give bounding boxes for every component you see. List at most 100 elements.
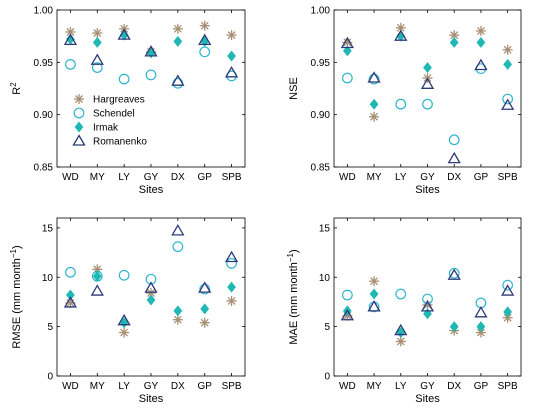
data-point-hargreaves	[226, 30, 237, 41]
data-point-irmak	[200, 303, 210, 315]
x-tick-label: LY	[395, 172, 407, 183]
data-point-schendel	[118, 73, 130, 85]
data-point-hargreaves	[226, 295, 237, 306]
data-point-hargreaves	[199, 317, 210, 328]
data-point-irmak	[342, 45, 352, 57]
x-tick-label: DX	[171, 172, 185, 183]
y-tick-label: 10	[42, 273, 54, 284]
data-point-romanenko	[198, 281, 212, 293]
panel-rmse: 0 5 10 15 WD MY LY GY DX GP SPB Sites RMSE (mm month…	[9, 217, 246, 405]
data-point-schendel	[502, 93, 514, 105]
x-tick-label: GY	[144, 172, 159, 183]
y-tick-label: 15	[42, 223, 54, 234]
data-point-romanenko	[394, 29, 408, 41]
y-tick-label: 5	[324, 322, 330, 333]
legend-label: Irmak	[93, 123, 119, 134]
y-tick-label: 5	[47, 322, 53, 333]
data-point-schendel	[65, 59, 76, 70]
series-irmak	[342, 288, 513, 339]
data-point-irmak	[369, 98, 379, 110]
series-irmak	[342, 30, 513, 110]
series-romanenko	[63, 28, 239, 86]
x-tick-label: GP	[474, 172, 489, 183]
data-point-romanenko	[224, 66, 239, 78]
data-point-irmak	[92, 36, 102, 48]
panel-nse: 0.85 0.90 0.95 1.00 WD MY LY GY DX GP SPB Sites NSE	[288, 6, 522, 196]
x-tick-label: SPB	[222, 381, 242, 392]
data-point-schendel	[199, 46, 211, 58]
data-point-hargreaves	[369, 276, 380, 287]
data-point-irmak	[369, 288, 379, 300]
x-tick-label: DX	[447, 172, 461, 183]
x-tick-label: MY	[367, 381, 382, 392]
x-tick-label: LY	[118, 172, 130, 183]
data-point-schendel	[65, 266, 76, 278]
data-point-romanenko	[394, 323, 408, 336]
data-point-hargreaves	[369, 111, 380, 122]
x-tick-label: LY	[395, 381, 407, 392]
x-tick-label: MY	[90, 172, 105, 183]
x-tick-label: DX	[171, 381, 185, 392]
data-point-schendel	[395, 98, 407, 110]
y-axis-label: MAE (mm month−1)	[286, 249, 300, 344]
data-point-schendel	[172, 241, 184, 253]
data-point-schendel	[422, 98, 433, 110]
y-tick-label: 0.85	[34, 163, 54, 174]
y-axis-label: NSE	[288, 77, 300, 100]
data-point-romanenko	[144, 45, 158, 57]
series-hargreaves	[342, 22, 513, 122]
data-point-romanenko	[171, 224, 185, 236]
y-tick-label: 10	[319, 273, 331, 284]
legend-label: Romanenko	[93, 137, 147, 148]
data-point-hargreaves	[199, 20, 210, 31]
y-tick-label: 0.90	[34, 110, 54, 121]
legend-item: Schendel	[73, 107, 135, 120]
data-point-irmak	[227, 50, 236, 62]
data-point-romanenko	[367, 300, 381, 312]
data-point-schendel	[368, 73, 380, 85]
data-point-hargreaves	[92, 28, 103, 39]
plot-frame	[333, 217, 522, 377]
x-tick-label: WD	[339, 381, 356, 392]
x-tick-label: GP	[474, 381, 489, 392]
data-point-irmak	[173, 305, 183, 317]
y-tick-label: 0.95	[34, 58, 54, 69]
data-point-hargreaves	[119, 327, 130, 338]
series-schendel	[65, 241, 237, 295]
data-point-romanenko	[447, 151, 461, 164]
data-point-romanenko	[474, 58, 488, 71]
data-point-hargreaves	[395, 22, 406, 33]
x-axis-label: Sites	[415, 393, 440, 405]
legend-label: Schendel	[93, 109, 135, 120]
x-tick-label: DX	[447, 381, 461, 392]
x-tick-label: GY	[420, 172, 435, 183]
data-point-romanenko	[63, 33, 78, 46]
data-point-irmak	[476, 321, 486, 333]
legend-marker-hargreaves	[74, 94, 84, 104]
data-point-schendel	[395, 288, 407, 300]
data-point-romanenko	[420, 77, 435, 89]
legend-item: Romanenko	[72, 134, 147, 148]
x-tick-label: WD	[62, 172, 79, 183]
data-point-schendel	[422, 293, 433, 305]
x-tick-label: GY	[144, 381, 159, 392]
series-irmak	[66, 270, 236, 329]
data-point-romanenko	[420, 300, 435, 312]
data-point-irmak	[449, 321, 459, 333]
x-tick-label: SPB	[498, 381, 518, 392]
data-point-schendel	[118, 269, 130, 281]
y-tick-label: 0.90	[311, 110, 331, 121]
data-point-hargreaves	[502, 44, 513, 55]
data-point-hargreaves	[172, 314, 183, 325]
data-point-schendel	[145, 69, 157, 81]
series-romanenko	[63, 224, 239, 326]
x-tick-label: SPB	[222, 172, 242, 183]
y-tick-label: 0.85	[311, 163, 331, 174]
legend-label: Hargreaves	[93, 95, 145, 106]
x-tick-label: SPB	[498, 172, 518, 183]
data-point-irmak	[503, 58, 513, 70]
x-tick-label: GY	[420, 381, 435, 392]
data-point-schendel	[145, 273, 157, 285]
x-tick-label: MY	[367, 172, 382, 183]
